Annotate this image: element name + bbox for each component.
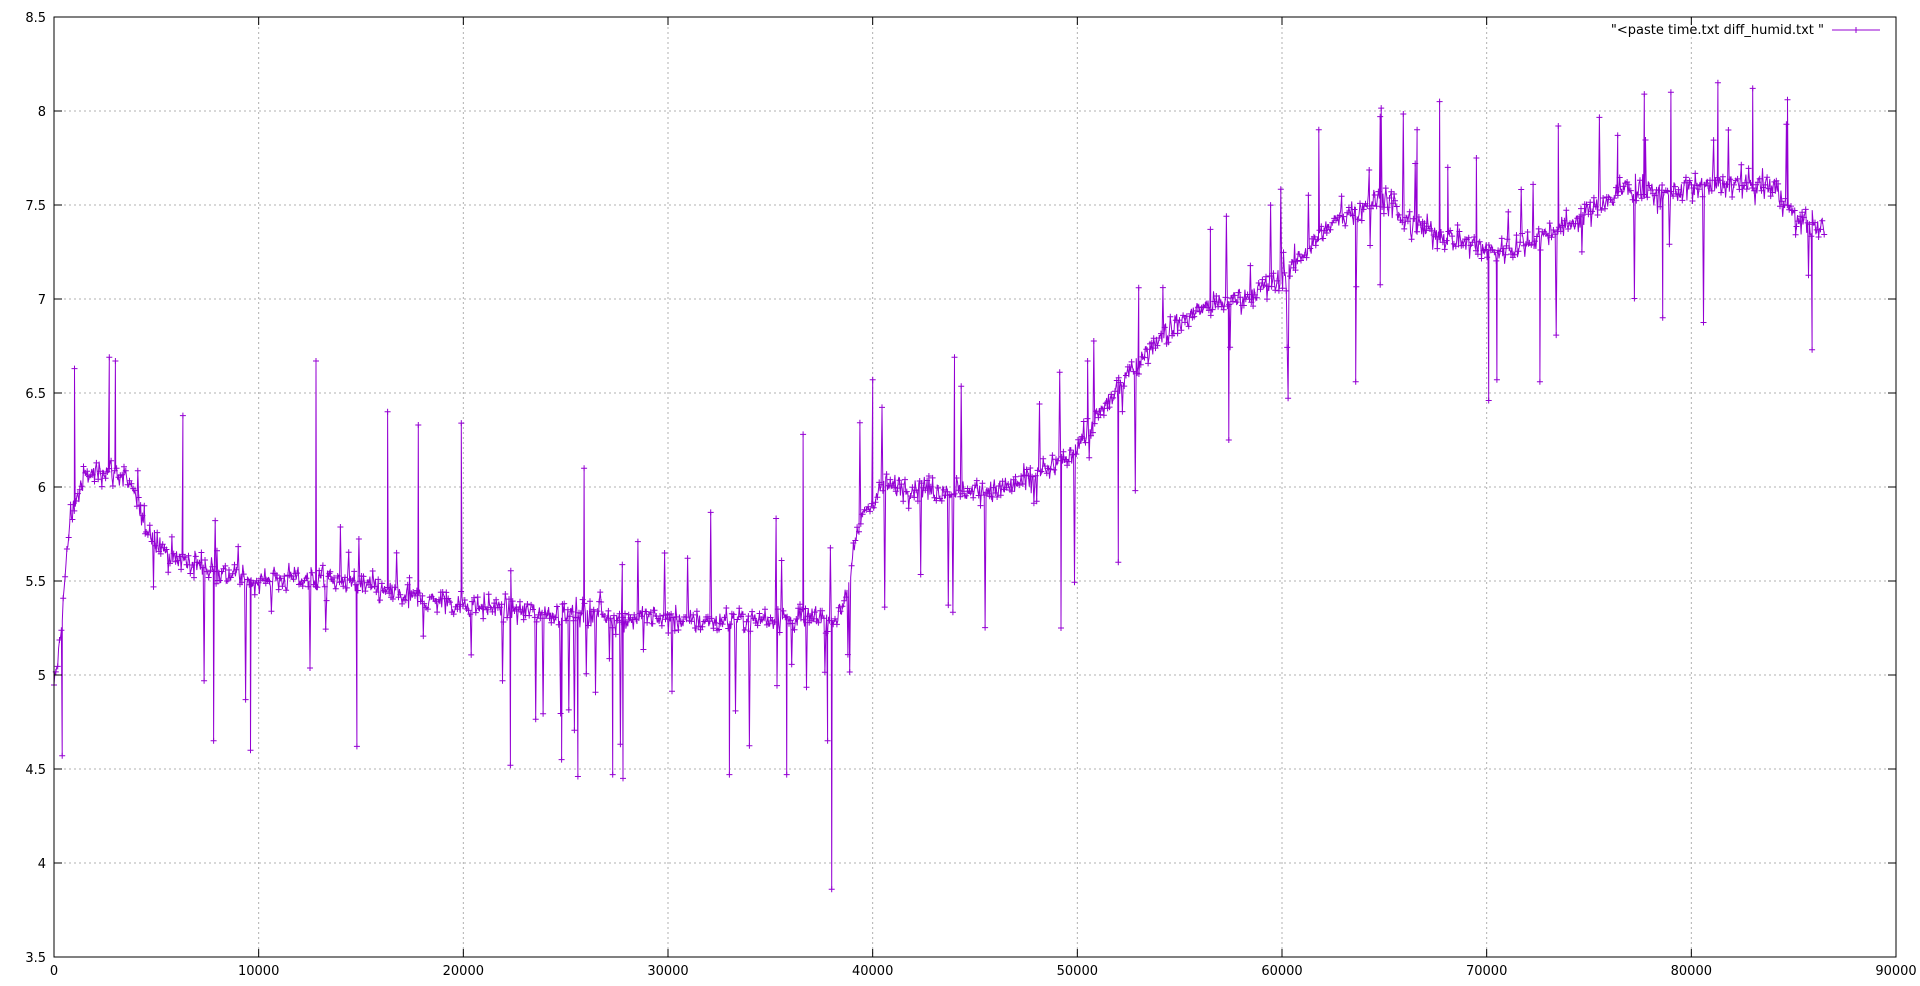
y-tick-label: 7.5: [25, 199, 46, 214]
x-tick-label: 60000: [1261, 964, 1302, 979]
x-tick-label: 30000: [647, 964, 688, 979]
x-tick-label: 80000: [1671, 964, 1712, 979]
y-tick-label: 3.5: [25, 951, 46, 966]
y-axis-ticks: 3.5 4 4.5 5 5.5 6 6.5 7 7.5 8 8.5: [25, 11, 1896, 966]
y-tick-label: 8: [38, 105, 46, 120]
y-tick-label: 4.5: [25, 763, 46, 778]
y-tick-label: 6.5: [25, 387, 46, 402]
legend: "<paste time.txt diff_humid.txt ": [1611, 23, 1880, 38]
y-tick-label: 7: [38, 293, 46, 308]
series-diff-humid: [51, 79, 1828, 893]
y-tick-label: 4: [38, 857, 46, 872]
x-tick-label: 0: [50, 964, 58, 979]
x-axis-ticks: 0 10000 20000 30000 40000 50000 60000 70000 8000…: [50, 17, 1917, 979]
x-tick-label: 10000: [238, 964, 279, 979]
legend-label: "<paste time.txt diff_humid.txt ": [1611, 23, 1824, 38]
x-tick-label: 20000: [443, 964, 484, 979]
y-tick-label: 6: [38, 481, 46, 496]
x-tick-label: 40000: [852, 964, 893, 979]
x-tick-label: 70000: [1466, 964, 1507, 979]
y-tick-label: 8.5: [25, 11, 46, 26]
x-tick-label: 90000: [1875, 964, 1916, 979]
y-tick-label: 5: [38, 669, 46, 684]
x-tick-label: 50000: [1057, 964, 1098, 979]
y-tick-label: 5.5: [25, 575, 46, 590]
legend-marker: [1853, 27, 1859, 33]
